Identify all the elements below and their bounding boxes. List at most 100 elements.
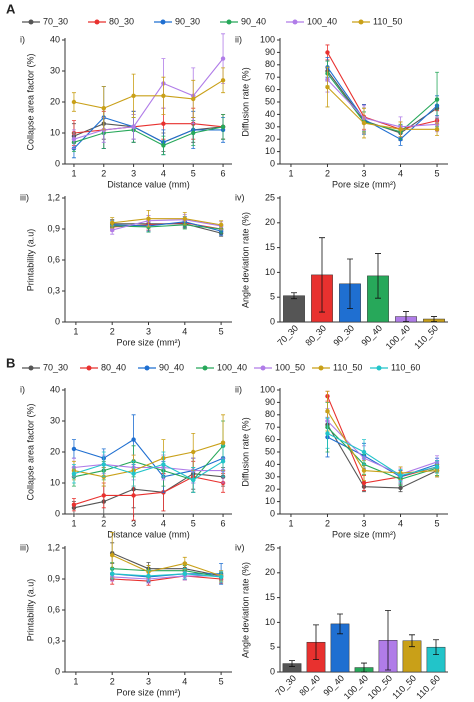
y-tick-label: 50 xyxy=(265,96,275,106)
error-bar xyxy=(403,311,409,322)
error-bar xyxy=(347,258,353,310)
point xyxy=(398,127,403,132)
y-tick-label: 10 xyxy=(265,267,275,277)
y-tick-label: 0,6 xyxy=(47,604,60,614)
y-tick-label: 15 xyxy=(265,592,275,602)
y-tick-label: 30 xyxy=(265,121,275,131)
x-tick-label: 3 xyxy=(361,168,366,178)
y-tick-label: 50 xyxy=(265,446,275,456)
legend-marker xyxy=(28,365,34,371)
legend-label: 90_30 xyxy=(175,16,200,26)
y-tick-label: 0,9 xyxy=(47,573,60,583)
x-tick-label: 6 xyxy=(221,518,226,528)
y-tick-label: 0 xyxy=(55,666,60,676)
legend-marker xyxy=(28,19,34,25)
point xyxy=(434,127,440,132)
legend-label: 90_40 xyxy=(241,16,266,26)
legend-label: 70_30 xyxy=(43,362,68,372)
x-tick-label: 4 xyxy=(161,518,166,528)
y-tick-label: 20 xyxy=(265,134,275,144)
x-tick-label: 110_50 xyxy=(390,673,418,701)
panel-label: ii) xyxy=(235,384,242,394)
x-tick-label: 110_60 xyxy=(414,673,442,701)
point xyxy=(131,471,136,476)
legend-label: 70_30 xyxy=(43,16,68,26)
x-tick-label: 5 xyxy=(219,676,224,686)
x-tick-label: 6 xyxy=(221,168,226,178)
x-tick-label: 70_30 xyxy=(275,323,300,348)
x-tick-label: 3 xyxy=(131,518,136,528)
error-bar xyxy=(313,624,319,660)
error-bar xyxy=(337,613,343,635)
y-tick-label: 0,9 xyxy=(47,223,60,233)
series-line xyxy=(112,575,222,582)
error-bar xyxy=(319,237,325,313)
x-tick-label: 1 xyxy=(288,168,293,178)
y-axis-label: Angle deviation rate (%) xyxy=(240,212,250,308)
point xyxy=(182,571,188,577)
legend-label: 110_60 xyxy=(391,362,420,372)
y-tick-label: 20 xyxy=(265,217,275,227)
series-line xyxy=(112,568,222,578)
legend-label: 100_40 xyxy=(217,362,247,372)
x-tick-label: 3 xyxy=(361,518,366,528)
error-bar xyxy=(431,316,437,322)
y-axis-label: Collapse area factor (%) xyxy=(25,403,35,500)
y-tick-label: 0 xyxy=(270,666,275,676)
x-tick-label: 2 xyxy=(110,676,115,686)
point xyxy=(161,121,166,126)
legend-marker xyxy=(94,19,100,25)
series-line xyxy=(73,116,224,149)
x-tick-label: 2 xyxy=(101,168,106,178)
point xyxy=(71,99,77,105)
point xyxy=(71,502,77,507)
series-line xyxy=(327,410,438,474)
point xyxy=(220,56,226,61)
x-tick-label: 70_30 xyxy=(273,673,298,698)
y-tick-label: 10 xyxy=(50,127,60,137)
point xyxy=(109,227,115,233)
point xyxy=(101,462,106,467)
y-tick-label: 30 xyxy=(50,65,60,75)
point xyxy=(146,573,151,579)
series-line xyxy=(73,445,224,481)
y-tick-label: 25 xyxy=(265,192,275,202)
point xyxy=(434,97,440,102)
series-line xyxy=(327,86,438,130)
point xyxy=(191,130,196,136)
y-tick-label: 20 xyxy=(265,567,275,577)
series-line xyxy=(73,476,224,506)
legend-marker xyxy=(144,365,150,371)
y-tick-label: 80 xyxy=(265,59,275,69)
x-tick-label: 4 xyxy=(182,326,187,336)
x-tick-label: 3 xyxy=(131,168,136,178)
y-tick-label: 20 xyxy=(50,96,60,106)
point xyxy=(398,473,403,478)
x-tick-label: 4 xyxy=(161,168,166,178)
series-line xyxy=(111,554,222,577)
legend-marker xyxy=(292,19,298,25)
point xyxy=(161,462,166,467)
series-line xyxy=(327,66,438,140)
legend-marker xyxy=(202,365,208,371)
error-bar xyxy=(361,662,367,673)
point xyxy=(361,468,367,473)
x-tick-label: 2 xyxy=(325,518,330,528)
y-axis-label: Collapse area factor (%) xyxy=(25,53,35,150)
y-axis-label: Diffusion rate (%) xyxy=(240,67,250,136)
series-line xyxy=(326,52,438,130)
y-tick-label: 5 xyxy=(270,292,275,302)
x-axis-label: Distance value (mm) xyxy=(107,179,190,189)
y-tick-label: 5 xyxy=(270,642,275,652)
point xyxy=(109,220,115,225)
x-tick-label: 5 xyxy=(191,518,196,528)
point xyxy=(191,96,196,102)
point xyxy=(131,93,136,99)
series-line xyxy=(327,79,438,128)
x-tick-label: 4 xyxy=(398,168,403,178)
y-tick-label: 30 xyxy=(265,471,275,481)
point xyxy=(218,574,224,580)
y-tick-label: 1,2 xyxy=(47,542,60,552)
point xyxy=(109,553,115,558)
